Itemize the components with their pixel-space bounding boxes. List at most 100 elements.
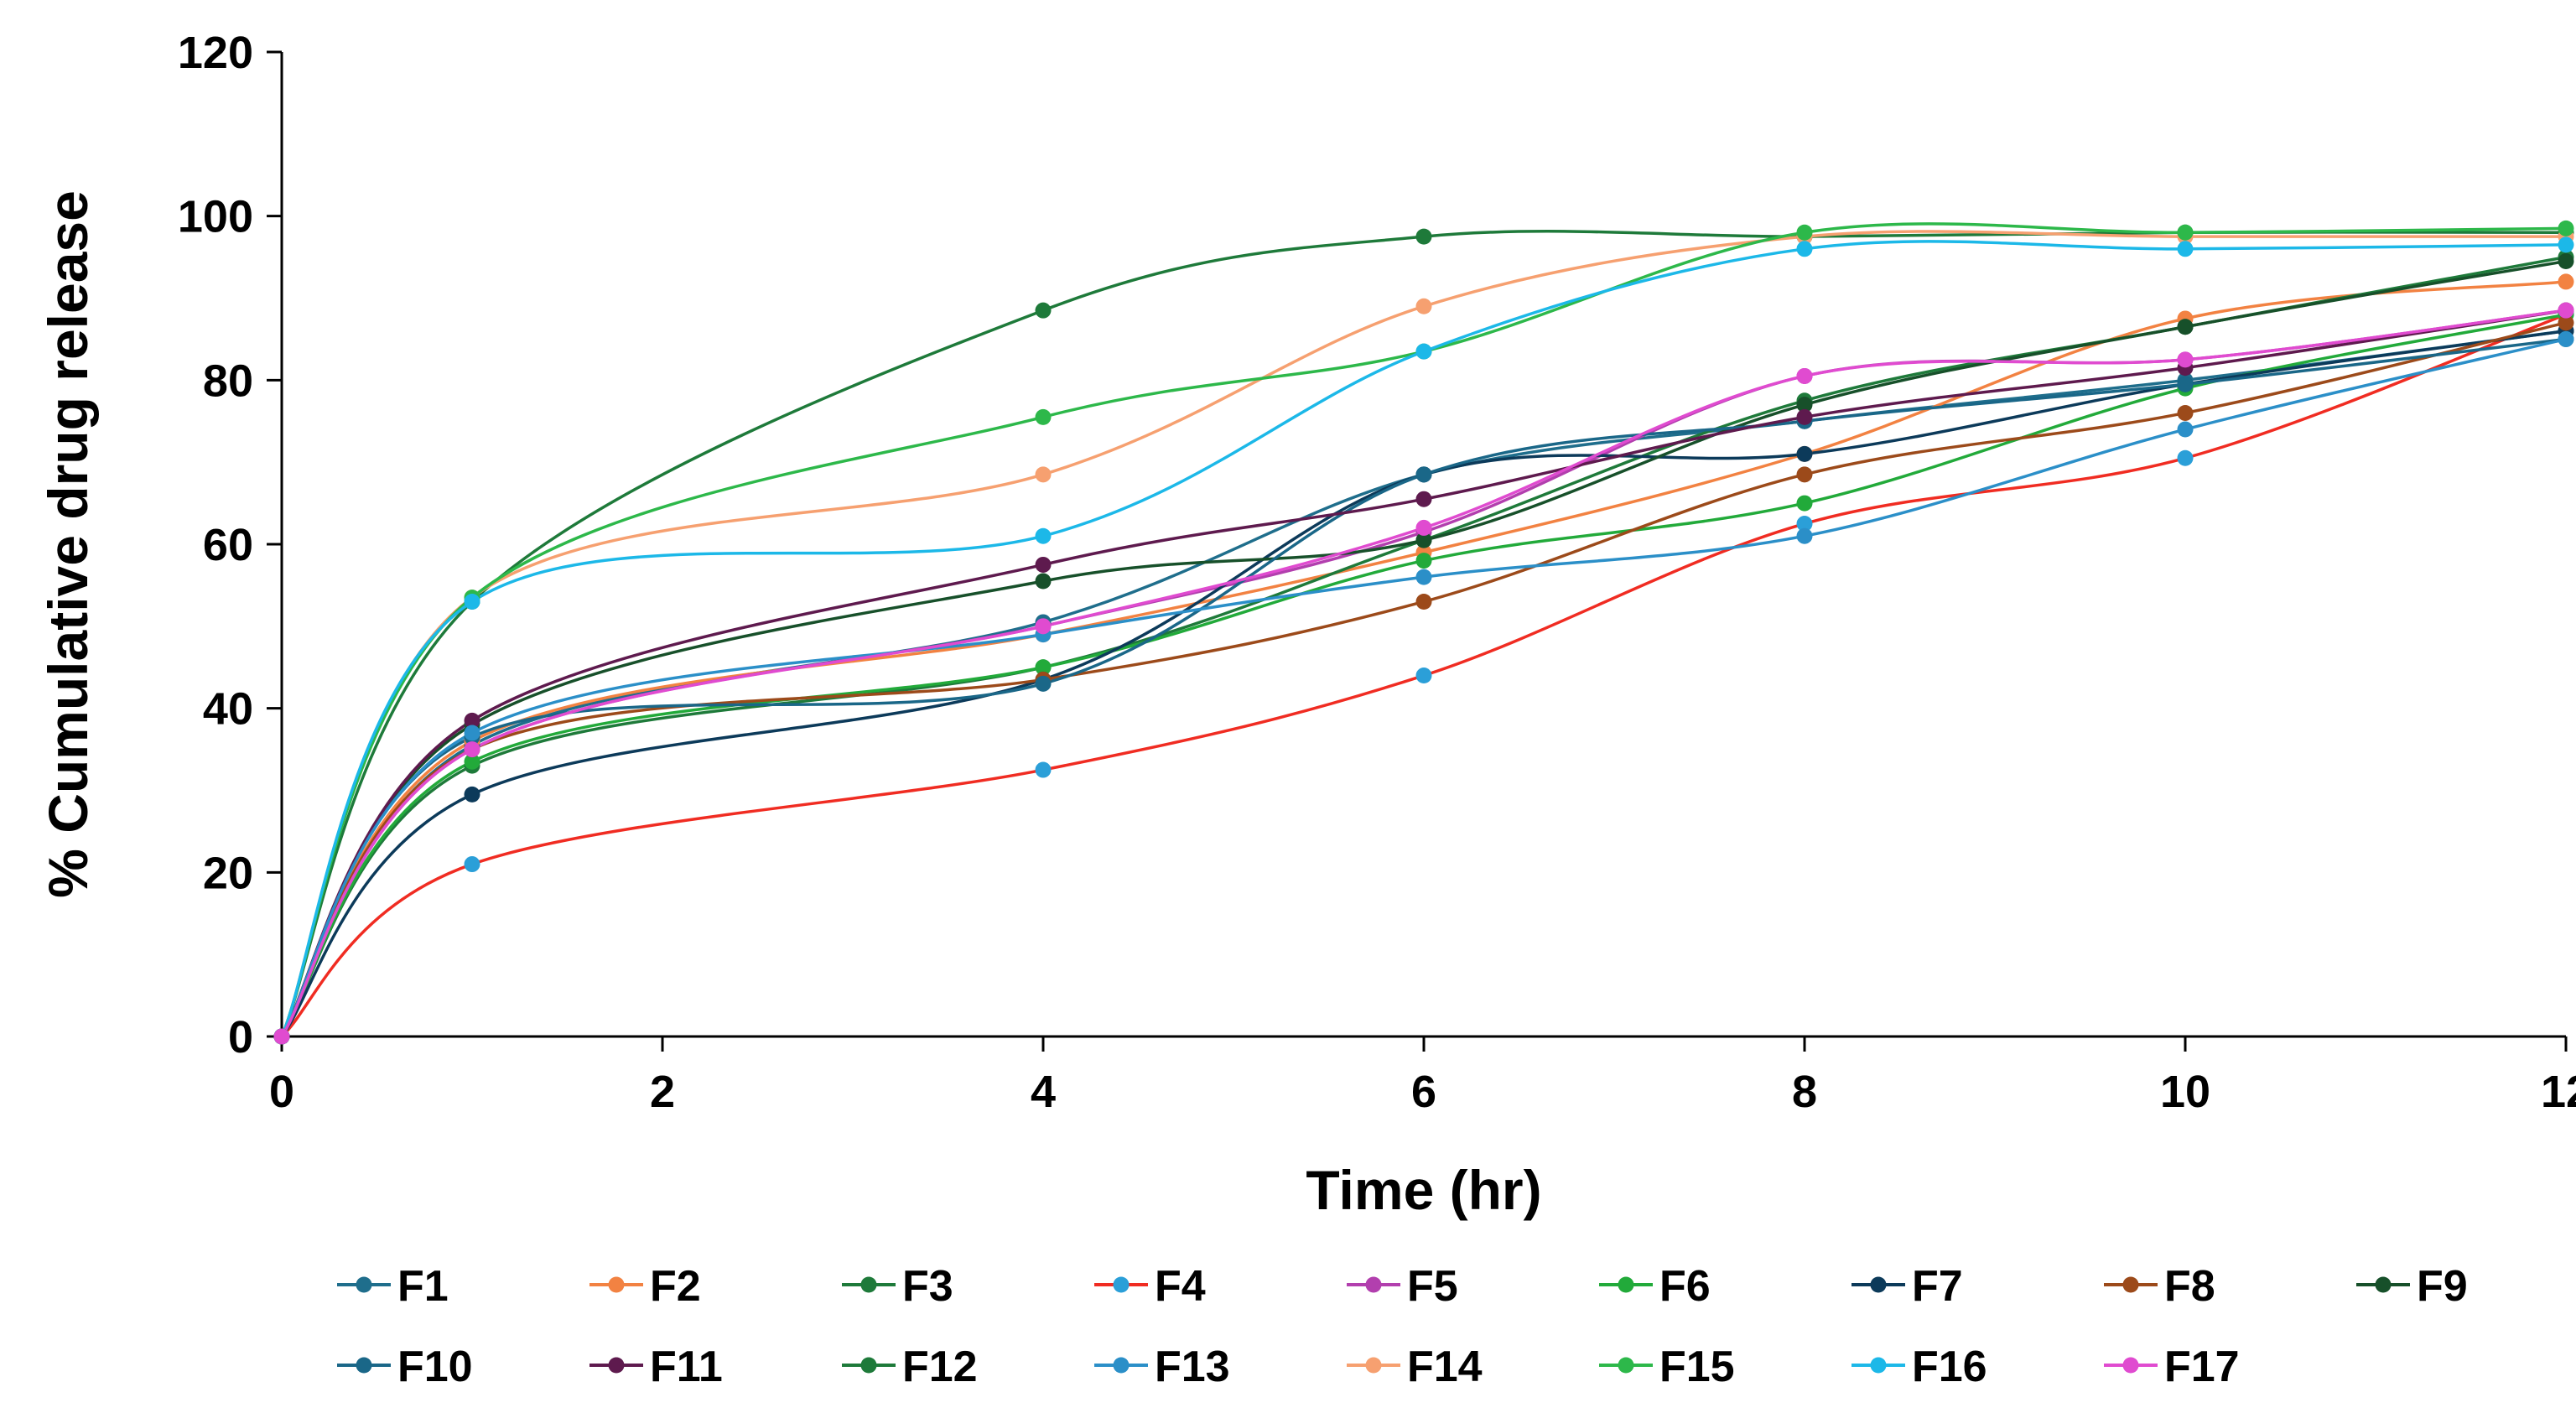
data-point-f11 bbox=[464, 712, 480, 729]
series-line-f13 bbox=[280, 337, 2567, 1037]
data-point-f9 bbox=[1035, 573, 1052, 590]
legend-item-f3: F3 bbox=[842, 1262, 953, 1311]
legend-swatch-marker bbox=[1870, 1357, 1887, 1374]
data-point-f16 bbox=[1035, 527, 1052, 544]
data-point-f11 bbox=[1035, 556, 1052, 573]
x-tick-label: 6 bbox=[1411, 1067, 1436, 1117]
data-point-f10 bbox=[2177, 376, 2194, 392]
legend-swatch-marker bbox=[2122, 1357, 2139, 1374]
legend-item-f13: F13 bbox=[1094, 1343, 1230, 1391]
x-axis-ticks: 0 2 4 6 8 10 12 bbox=[269, 1036, 2576, 1117]
legend-item-f12: F12 bbox=[842, 1343, 978, 1391]
series-line-f15 bbox=[280, 222, 2567, 1037]
data-point-f9 bbox=[1415, 532, 1432, 548]
legend-item-f14: F14 bbox=[1347, 1343, 1483, 1391]
legend-item-f17: F17 bbox=[2104, 1343, 2240, 1391]
data-point-f6 bbox=[464, 753, 480, 770]
legend-label: F9 bbox=[2417, 1262, 2468, 1311]
data-point-f10 bbox=[1035, 675, 1052, 692]
data-point-f14 bbox=[1035, 466, 1052, 483]
data-point-f11 bbox=[1796, 408, 1813, 425]
x-tick-label: 2 bbox=[650, 1067, 675, 1117]
data-point-f17 bbox=[1035, 618, 1052, 635]
legend-label: F3 bbox=[902, 1262, 953, 1311]
legend-label: F1 bbox=[397, 1262, 449, 1311]
data-point-f13 bbox=[1415, 569, 1432, 585]
legend-label: F14 bbox=[1407, 1343, 1483, 1391]
legend-label: F6 bbox=[1659, 1262, 1711, 1311]
data-point-f8 bbox=[2177, 404, 2194, 421]
data-point-f4 bbox=[1415, 668, 1432, 684]
legend-swatch-marker bbox=[356, 1357, 372, 1374]
legend-label: F5 bbox=[1407, 1262, 1458, 1311]
data-point-f12 bbox=[1035, 302, 1052, 319]
legend-swatch-marker bbox=[1365, 1276, 1382, 1293]
data-point-f14 bbox=[1415, 298, 1432, 314]
y-axis-ticks: 0 20 40 60 80 100 120 bbox=[178, 28, 282, 1062]
data-point-f6 bbox=[1415, 553, 1432, 569]
legend-label: F12 bbox=[902, 1343, 978, 1391]
data-point-f10 bbox=[1415, 466, 1432, 483]
legend-item-f5: F5 bbox=[1347, 1262, 1458, 1311]
x-tick-label: 12 bbox=[2541, 1067, 2576, 1117]
legend-swatch-marker bbox=[1618, 1276, 1634, 1293]
y-tick-label: 0 bbox=[228, 1012, 253, 1062]
y-tick-label: 100 bbox=[178, 192, 253, 242]
data-point-f4 bbox=[2177, 449, 2194, 466]
data-point-f8 bbox=[1415, 593, 1432, 610]
legend-item-f1: F1 bbox=[337, 1262, 449, 1311]
plot-area: 0 20 40 60 80 100 120 0 2 4 6 8 10 12 bbox=[178, 28, 2576, 1117]
x-tick-label: 8 bbox=[1792, 1067, 1817, 1117]
legend-item-f8: F8 bbox=[2104, 1262, 2215, 1311]
data-point-f16 bbox=[2558, 236, 2574, 253]
legend-swatch-marker bbox=[2375, 1276, 2392, 1293]
series-line-f7 bbox=[280, 329, 2567, 1038]
data-point-f2 bbox=[2558, 273, 2574, 290]
data-point-f16 bbox=[1796, 241, 1813, 257]
legend-swatch-marker bbox=[608, 1357, 625, 1374]
legend-item-f7: F7 bbox=[1852, 1262, 1963, 1311]
x-axis-title: Time (hr) bbox=[1306, 1159, 1541, 1221]
data-point-f4 bbox=[1796, 516, 1813, 532]
legend-label: F17 bbox=[2164, 1343, 2240, 1391]
data-point-f17 bbox=[2177, 351, 2194, 368]
data-point-f4 bbox=[464, 856, 480, 873]
data-point-f15 bbox=[2177, 224, 2194, 241]
legend-label: F8 bbox=[2164, 1262, 2215, 1311]
x-tick-label: 0 bbox=[269, 1067, 294, 1117]
legend-item-f10: F10 bbox=[337, 1343, 473, 1391]
data-point-f15 bbox=[1796, 224, 1813, 241]
series-line-f1 bbox=[280, 329, 2567, 1037]
legend-item-f4: F4 bbox=[1094, 1262, 1206, 1311]
data-point-f17 bbox=[2558, 302, 2574, 319]
data-point-f11 bbox=[1415, 491, 1432, 507]
legend-item-f9: F9 bbox=[2356, 1262, 2468, 1311]
x-tick-label: 4 bbox=[1031, 1067, 1056, 1117]
legend-label: F13 bbox=[1155, 1343, 1230, 1391]
data-point-f13 bbox=[464, 725, 480, 741]
data-point-f8 bbox=[2558, 314, 2574, 331]
legend-label: F16 bbox=[1912, 1343, 1987, 1391]
legend-swatch-marker bbox=[1113, 1357, 1130, 1374]
legend-label: F11 bbox=[650, 1343, 723, 1391]
legend: F1 F2 F3 F4 F5 F6 F7 F8 F9 F10 F11 F12 F13 F14 F15 F16 F… bbox=[337, 1262, 2468, 1391]
legend-label: F4 bbox=[1155, 1262, 1206, 1311]
data-point-f17 bbox=[464, 741, 480, 758]
legend-label: F2 bbox=[650, 1262, 701, 1311]
data-point-f17 bbox=[1796, 367, 1813, 384]
y-tick-label: 20 bbox=[203, 848, 253, 898]
legend-swatch-marker bbox=[608, 1276, 625, 1293]
data-point-f7 bbox=[1796, 445, 1813, 462]
data-point-f16 bbox=[464, 593, 480, 610]
x-tick-label: 10 bbox=[2160, 1067, 2210, 1117]
data-point-f13 bbox=[2177, 421, 2194, 438]
legend-label: F15 bbox=[1659, 1343, 1735, 1391]
legend-item-f11: F11 bbox=[589, 1343, 723, 1391]
data-point-f12 bbox=[1415, 228, 1432, 245]
y-tick-label: 40 bbox=[203, 684, 253, 735]
data-point-f13 bbox=[1796, 527, 1813, 544]
y-tick-label: 80 bbox=[203, 356, 253, 406]
legend-item-f16: F16 bbox=[1852, 1343, 1987, 1391]
y-tick-label: 120 bbox=[178, 28, 253, 78]
